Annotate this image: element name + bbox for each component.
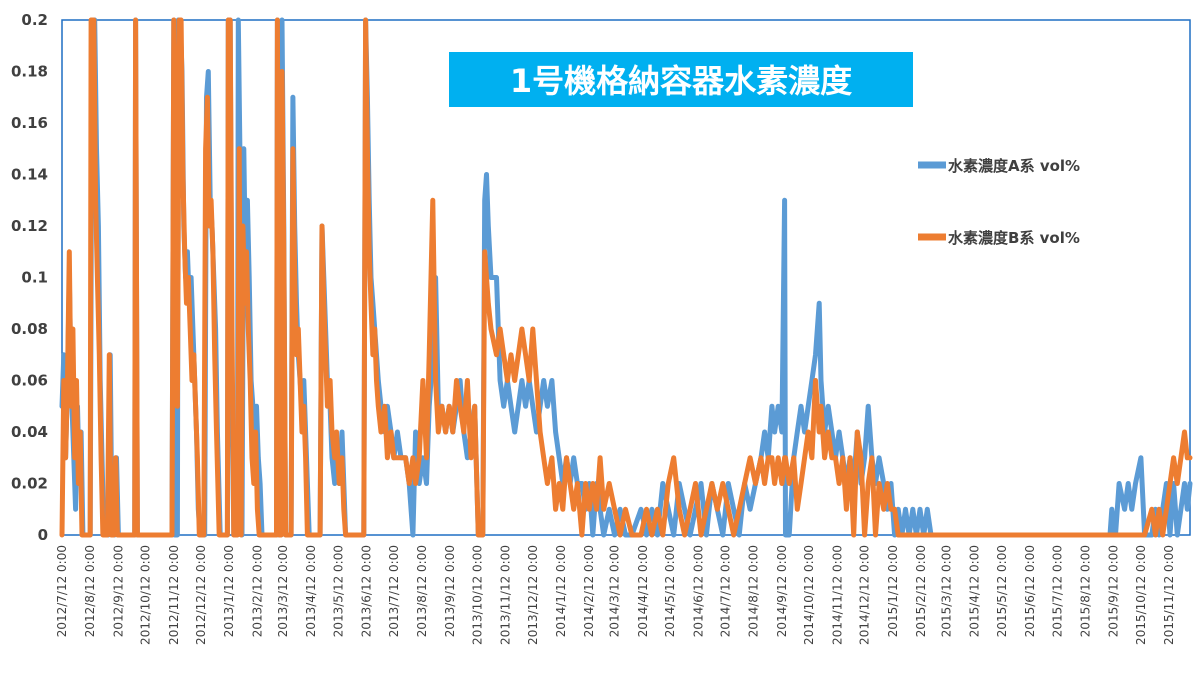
x-tick-label: 2012/9/12 0:00 [111, 545, 125, 637]
x-tick-label: 2014/5/12 0:00 [663, 545, 677, 637]
chart-title: 1号機格納容器水素濃度 [510, 62, 852, 100]
x-tick-label: 2012/11/12 0:00 [167, 545, 181, 645]
x-tick-label: 2015/1/12 0:00 [886, 545, 900, 637]
chart-title-box: 1号機格納容器水素濃度 [449, 52, 913, 107]
x-tick-label: 2013/2/12 0:00 [250, 545, 264, 637]
x-tick-label: 2015/6/12 0:00 [1023, 545, 1037, 637]
x-tick-label: 2013/8/12 0:00 [415, 545, 429, 637]
y-tick-label: 0.12 [11, 217, 48, 235]
legend-item-a: 水素濃度A系 vol% [918, 157, 1080, 175]
x-tick-label: 2015/11/12 0:00 [1162, 545, 1176, 645]
x-tick-label: 2015/3/12 0:00 [939, 545, 953, 637]
x-tick-label: 2014/8/12 0:00 [747, 545, 761, 637]
legend-item-b: 水素濃度B系 vol% [918, 229, 1080, 247]
y-tick-label: 0.2 [21, 11, 48, 29]
x-tick-label: 2013/5/12 0:00 [331, 545, 345, 637]
x-tick-label: 2014/6/12 0:00 [691, 545, 705, 637]
legend: 水素濃度A系 vol% 水素濃度B系 vol% [918, 157, 1080, 247]
x-tick-label: 2012/8/12 0:00 [83, 545, 97, 637]
y-tick-label: 0.1 [21, 269, 48, 287]
x-tick-label: 2013/3/12 0:00 [276, 545, 290, 637]
legend-label-a: 水素濃度A系 vol% [948, 157, 1080, 175]
x-tick-label: 2015/8/12 0:00 [1078, 545, 1092, 637]
series-line-b [59, 17, 1193, 538]
x-tick-label: 2013/12/12 0:00 [526, 545, 540, 645]
y-tick-label: 0.02 [11, 475, 48, 493]
x-tick-label: 2013/11/12 0:00 [499, 545, 513, 645]
x-tick-label: 2012/7/12 0:00 [55, 545, 69, 637]
x-tick-label: 2013/1/12 0:00 [222, 545, 236, 637]
x-tick-label: 2014/10/12 0:00 [802, 545, 816, 645]
series-layer [59, 17, 1193, 538]
x-tick-label: 2014/11/12 0:00 [830, 545, 844, 645]
x-tick-label: 2014/7/12 0:00 [719, 545, 733, 637]
x-tick-label: 2015/10/12 0:00 [1134, 545, 1148, 645]
y-tick-label: 0.08 [11, 320, 48, 338]
x-tick-label: 2012/12/12 0:00 [194, 545, 208, 645]
x-tick-label: 2015/4/12 0:00 [968, 545, 982, 637]
y-tick-label: 0.06 [11, 372, 48, 390]
legend-label-b: 水素濃度B系 vol% [948, 229, 1080, 247]
x-tick-label: 2015/9/12 0:00 [1107, 545, 1121, 637]
x-tick-label: 2015/7/12 0:00 [1050, 545, 1064, 637]
x-tick-label: 2014/4/12 0:00 [636, 545, 650, 637]
x-tick-label: 2014/9/12 0:00 [775, 545, 789, 637]
x-tick-label: 2013/10/12 0:00 [470, 545, 484, 645]
y-tick-label: 0.18 [11, 63, 48, 81]
x-tick-label: 2014/3/12 0:00 [608, 545, 622, 637]
x-tick-label: 2015/5/12 0:00 [995, 545, 1009, 637]
x-tick-label: 2013/6/12 0:00 [359, 545, 373, 637]
y-tick-label: 0.14 [11, 166, 48, 184]
x-tick-label: 2013/9/12 0:00 [443, 545, 457, 637]
y-axis: 0 0.02 0.04 0.06 0.08 0.1 0.12 0.14 0.16 0.18 0.2 [11, 11, 48, 544]
x-tick-label: 2012/10/12 0:00 [139, 545, 153, 645]
x-tick-label: 2014/12/12 0:00 [858, 545, 872, 645]
x-tick-label: 2015/2/12 0:00 [914, 545, 928, 637]
y-tick-label: 0.04 [11, 423, 48, 441]
x-tick-label: 2014/2/12 0:00 [582, 545, 596, 637]
x-tick-label: 2014/1/12 0:00 [554, 545, 568, 637]
chart-title-background [449, 52, 913, 107]
x-tick-label: 2013/7/12 0:00 [387, 545, 401, 637]
x-tick-label: 2013/4/12 0:00 [304, 545, 318, 637]
y-tick-label: 0.16 [11, 114, 48, 132]
y-tick-label: 0 [38, 526, 48, 544]
x-axis: 2012/7/12 0:00 2012/8/12 0:00 2012/9/12 0:… [55, 545, 1176, 645]
